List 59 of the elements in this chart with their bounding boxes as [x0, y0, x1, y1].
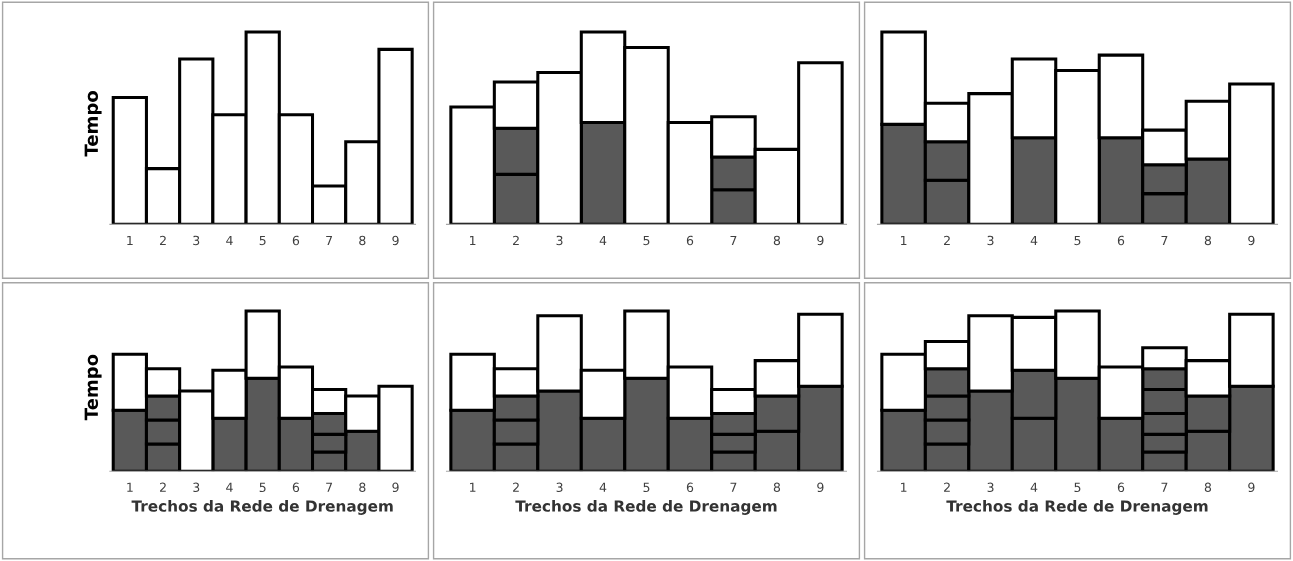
x-tick-label: 3	[193, 235, 200, 246]
y-axis-title: Tempo	[84, 354, 102, 421]
x-tick-label: 4	[599, 235, 607, 246]
x-tick-label: 8	[773, 482, 781, 493]
x-tick-label: 1	[470, 235, 476, 246]
x-tick-label: 2	[944, 482, 950, 492]
x-tick-label: 2	[159, 482, 166, 492]
x-tick-label: 6	[292, 482, 300, 493]
x-tick-label: 6	[1117, 482, 1125, 493]
x-tick-label: 7	[326, 235, 333, 246]
x-tick-label: 6	[686, 235, 694, 246]
x-axis-title: Trechos da Rede de Drenagem	[515, 500, 777, 515]
x-tick-label: 1	[901, 482, 907, 492]
x-tick-label: 7	[1161, 235, 1168, 246]
x-tick-label: 3	[556, 482, 563, 493]
x-tick-label: 5	[643, 235, 650, 246]
x-tick-label: 5	[1074, 235, 1081, 246]
x-tick-label: 4	[1030, 235, 1038, 246]
x-tick-label: 4	[1030, 482, 1038, 492]
x-tick-label: 9	[392, 482, 399, 493]
x-tick-label: 2	[159, 235, 166, 246]
x-tick-label: 9	[1248, 235, 1255, 246]
x-axis-title: Trechos da Rede de Drenagem	[946, 500, 1208, 515]
x-tick-label: 5	[643, 482, 650, 493]
x-tick-label: 6	[686, 482, 694, 493]
x-tick-label: 2	[513, 482, 519, 492]
x-tick-label: 1	[470, 482, 476, 492]
x-tick-label: 9	[817, 235, 824, 246]
y-axis-title: Tempo	[84, 91, 102, 157]
x-tick-label: 1	[127, 235, 133, 246]
x-tick-label: 4	[226, 482, 233, 492]
x-tick-label: 9	[392, 235, 399, 246]
x-tick-label: 6	[1117, 235, 1125, 246]
x-tick-label: 1	[901, 235, 907, 246]
x-tick-label: 8	[1204, 482, 1212, 493]
x-tick-label: 8	[1204, 235, 1212, 246]
x-tick-label: 2	[944, 235, 950, 246]
x-tick-label: 5	[1074, 482, 1081, 493]
x-tick-label: 7	[730, 235, 737, 246]
x-tick-label: 9	[1248, 482, 1255, 493]
x-tick-label: 7	[326, 482, 333, 492]
x-tick-label: 8	[773, 235, 781, 246]
x-tick-label: 3	[987, 235, 994, 246]
x-tick-label: 2	[513, 235, 519, 246]
x-tick-label: 3	[556, 235, 563, 246]
x-tick-label: 6	[292, 235, 300, 246]
x-tick-label: 5	[259, 235, 266, 246]
x-tick-label: 7	[1161, 482, 1168, 492]
x-tick-label: 8	[359, 235, 366, 246]
x-tick-label: 4	[226, 235, 233, 246]
x-tick-label: 7	[730, 482, 737, 492]
x-tick-label: 3	[193, 482, 200, 493]
x-axis-title: Trechos da Rede de Drenagem	[131, 500, 393, 515]
x-tick-label: 5	[259, 482, 266, 493]
x-tick-label: 8	[359, 482, 366, 493]
x-tick-label: 9	[817, 482, 824, 493]
x-tick-label: 4	[599, 482, 607, 492]
x-tick-label: 1	[127, 482, 133, 492]
x-tick-label: 3	[987, 482, 994, 493]
